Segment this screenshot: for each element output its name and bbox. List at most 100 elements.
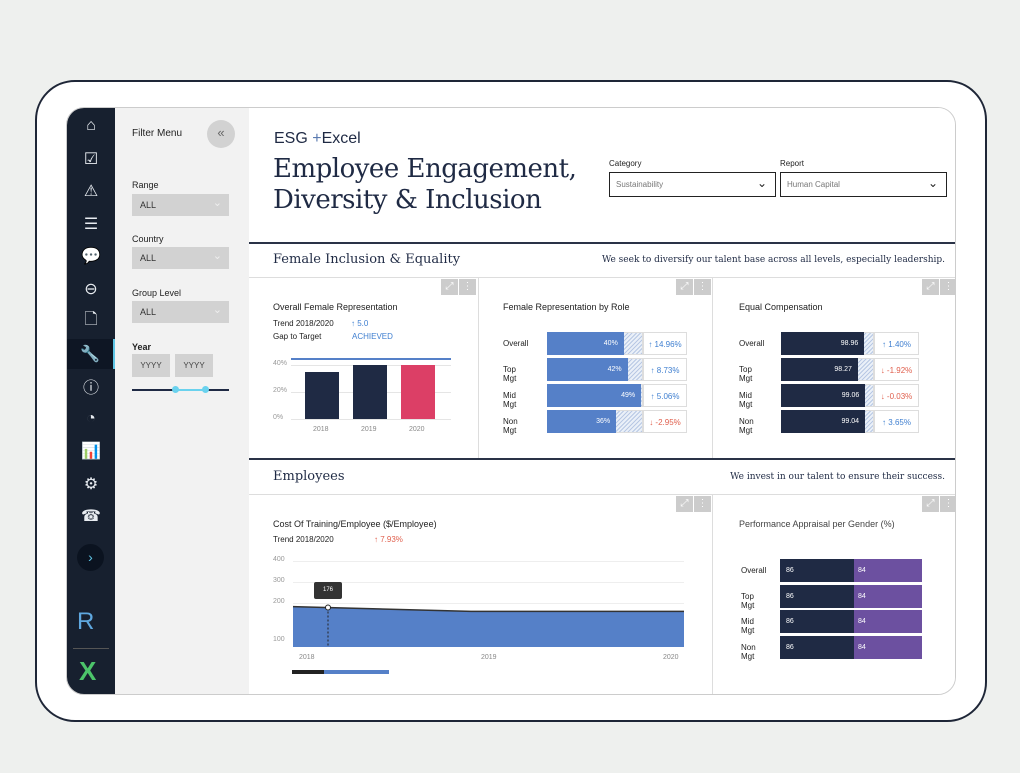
change-badge: ↑ 14.96% — [643, 332, 687, 355]
area-line — [292, 605, 684, 613]
divider — [249, 458, 955, 460]
row-label: Non Mgt — [741, 642, 756, 661]
gridline — [293, 561, 684, 562]
y-tick-label: 20% — [273, 387, 288, 394]
y-tick-label: 400 — [273, 556, 285, 563]
gridline — [293, 582, 684, 583]
by-role-title: Female Representation by Role — [503, 302, 630, 312]
chat-icon[interactable]: 💬 — [81, 248, 101, 265]
change-badge: ↑ 1.40% — [874, 332, 919, 355]
more-menu-icon[interactable]: ⋮ — [940, 279, 955, 295]
range-select[interactable]: ALL — [132, 194, 229, 216]
expand-icon[interactable]: ⤢ — [676, 496, 693, 512]
x-tick-label: 2018 — [299, 654, 315, 661]
row-label: Mid Mgt — [741, 617, 755, 635]
change-badge: ↓ -1.92% — [874, 358, 919, 381]
bar-segment: 84 — [854, 559, 922, 582]
x-logo: X — [79, 656, 97, 686]
bar-chart-icon[interactable]: 📊 — [81, 443, 101, 460]
gear-icon[interactable]: ⚙ — [83, 475, 99, 493]
wrench-icon[interactable]: 🔧 — [67, 338, 115, 369]
section-title-employees: Employees — [273, 469, 345, 484]
group-level-select[interactable]: ALL — [132, 301, 229, 323]
checkbox-icon[interactable]: ☑ — [83, 150, 99, 168]
bar: 99.04 — [781, 410, 866, 433]
range-label: Range — [132, 180, 159, 190]
expand-nav-button[interactable]: › — [77, 544, 104, 571]
divider — [249, 242, 955, 244]
year-from-input[interactable]: YYYY — [132, 354, 170, 377]
change-badge: ↓ -2.95% — [643, 410, 687, 433]
area-fill — [293, 606, 684, 647]
expand-icon[interactable]: ⤢ — [922, 279, 939, 295]
warning-icon[interactable]: ⚠ — [83, 183, 99, 200]
x-tick-label: 2020 — [409, 426, 425, 433]
expand-icon[interactable]: ⤢ — [922, 496, 939, 512]
list-icon[interactable]: ☰ — [83, 215, 99, 233]
document-icon[interactable]: 🗋 — [84, 310, 98, 328]
row-label: Non Mgt — [739, 417, 754, 435]
main-content: ESG +Excel Employee Engagement, Diversity… — [249, 108, 955, 694]
bar: 42% — [547, 358, 628, 381]
info-icon[interactable]: ⓘ — [82, 380, 99, 397]
y-tick-label: 300 — [273, 577, 285, 584]
more-menu-icon[interactable]: ⋮ — [694, 279, 711, 295]
category-select[interactable]: Sustainability ⌄ — [609, 172, 776, 197]
brand-logo: ESG +Excel — [274, 130, 361, 147]
appraisal-title: Performance Appraisal per Gender (%) — [739, 519, 895, 529]
page-title: Employee Engagement, Diversity & Inclusio… — [273, 154, 577, 215]
data-point[interactable] — [325, 604, 331, 611]
bar-segment: 86 — [780, 610, 854, 633]
more-menu-icon[interactable]: ⋮ — [940, 496, 955, 512]
filter-title: Filter Menu — [132, 128, 183, 139]
trend-label: Trend 2018/2020 — [273, 319, 334, 328]
minus-circle-icon[interactable]: ⊖ — [84, 280, 98, 298]
bar-segment: 84 — [854, 584, 922, 608]
report-label: Report — [780, 159, 805, 168]
filter-menu: Filter Menu « Range ALL Country ALL Grou… — [115, 108, 249, 694]
chart-scrollbar[interactable] — [292, 670, 389, 674]
bar — [401, 365, 435, 419]
expand-icon[interactable]: ⤢ — [676, 279, 693, 295]
country-select[interactable]: ALL — [132, 247, 229, 269]
gridline — [293, 603, 684, 604]
bar-segment: 86 — [780, 584, 854, 608]
gap-value: ACHIEVED — [352, 332, 393, 341]
gap-label: Gap to Target — [273, 332, 322, 341]
year-to-input[interactable]: YYYY — [175, 354, 213, 377]
x-tick-label: 2020 — [663, 654, 679, 661]
more-menu-icon[interactable]: ⋮ — [459, 279, 476, 295]
bar: 40% — [547, 332, 624, 355]
bar — [353, 365, 387, 419]
home-icon[interactable]: ⌂ — [86, 117, 96, 134]
expand-icon[interactable]: ⤢ — [441, 279, 458, 295]
female-rep-chart: 0% 20% 40% 2018 2019 2020 — [249, 343, 478, 443]
country-label: Country — [132, 234, 164, 244]
r-logo: R — [77, 608, 95, 635]
change-badge: ↑ 5.06% — [643, 384, 687, 407]
year-label: Year — [132, 342, 152, 352]
x-tick-label: 2019 — [361, 426, 377, 433]
phone-icon[interactable]: ☎ — [81, 508, 101, 525]
female-rep-title: Overall Female Representation — [273, 302, 398, 312]
row-label: Overall — [503, 339, 529, 348]
nav-sidebar: ⌂ ☑ ⚠ ☰ 💬 ⊖ 🗋 🔧 ⓘ ◔ 📊 ⚙ ☎ › R X — [67, 108, 115, 694]
row-label: Mid Mgt — [503, 391, 517, 409]
divider — [73, 648, 109, 649]
report-select[interactable]: Human Capital ⌄ — [780, 172, 947, 197]
bar-segment: 86 — [780, 559, 854, 582]
row-label: Overall — [739, 339, 765, 348]
row-label: Mid Mgt — [739, 391, 753, 409]
year-slider[interactable] — [132, 386, 229, 393]
tooltip: 176 — [314, 581, 342, 599]
slider-handle-end[interactable] — [202, 386, 209, 393]
gauge-icon[interactable]: ◔ — [86, 409, 96, 427]
more-menu-icon[interactable]: ⋮ — [694, 496, 711, 512]
section-tagline-employees: We invest in our talent to ensure their … — [730, 472, 945, 482]
area-svg — [292, 604, 684, 647]
collapse-filter-button[interactable]: « — [207, 120, 235, 148]
row-label: Top Mgt — [739, 365, 753, 383]
bar: 98.96 — [781, 332, 865, 355]
y-tick-label: 0% — [273, 414, 284, 421]
slider-handle-start[interactable] — [172, 386, 179, 393]
